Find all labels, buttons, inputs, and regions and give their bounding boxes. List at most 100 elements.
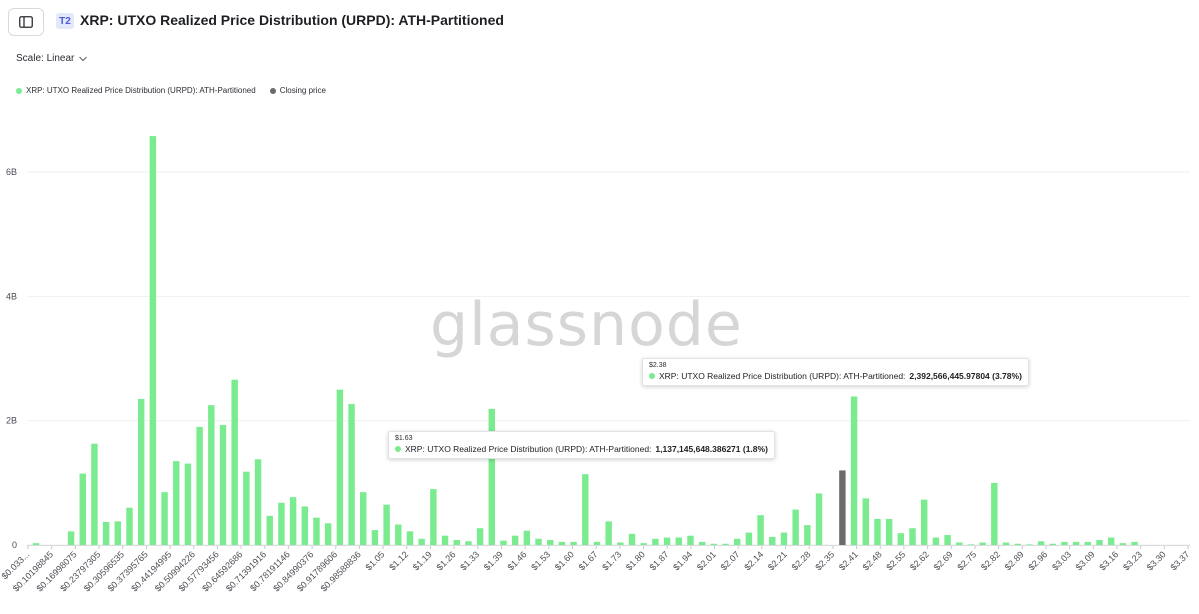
bar[interactable] (733, 538, 741, 545)
bar[interactable] (967, 544, 975, 545)
bar[interactable] (488, 408, 496, 545)
bar[interactable] (91, 443, 98, 545)
bar[interactable] (67, 531, 75, 545)
urpd-bar-chart[interactable]: 02B4B6B$0.033...$0.10198845$0.16998075$0… (0, 100, 1199, 614)
bar[interactable] (558, 541, 566, 545)
bar[interactable] (944, 535, 951, 545)
bar[interactable] (254, 459, 262, 545)
bar[interactable] (406, 531, 414, 545)
bar[interactable] (979, 542, 986, 545)
bar[interactable] (769, 536, 776, 545)
bar[interactable] (687, 535, 694, 545)
bar[interactable] (126, 507, 133, 545)
bar[interactable] (1096, 540, 1103, 545)
legend-item-urpd[interactable]: XRP: UTXO Realized Price Distribution (U… (16, 86, 256, 95)
bar[interactable] (862, 498, 869, 545)
x-tick-label: $1.80 (624, 549, 647, 572)
bar[interactable] (757, 515, 764, 545)
scale-dropdown[interactable]: Scale: Linear (16, 53, 88, 64)
bar[interactable] (652, 538, 659, 545)
legend-item-closing-price[interactable]: Closing price (269, 86, 326, 95)
bar[interactable] (1131, 541, 1138, 545)
bar[interactable] (523, 530, 531, 545)
bar[interactable] (780, 532, 788, 545)
bar[interactable] (722, 543, 729, 545)
bar[interactable] (114, 521, 122, 545)
bar[interactable] (324, 523, 332, 545)
bar[interactable] (792, 509, 799, 545)
bar[interactable] (278, 502, 285, 545)
bar[interactable] (79, 473, 86, 545)
x-tick-label: $1.19 (411, 549, 434, 572)
bar[interactable] (920, 499, 928, 545)
bar[interactable] (266, 515, 273, 545)
bar[interactable] (32, 543, 40, 545)
bar[interactable] (804, 525, 811, 545)
bar[interactable] (348, 403, 355, 545)
bar[interactable] (570, 541, 577, 545)
bar[interactable] (1049, 543, 1056, 545)
bar[interactable] (897, 533, 905, 545)
bar[interactable] (874, 518, 881, 545)
bar[interactable] (511, 535, 519, 545)
bar[interactable] (1107, 537, 1115, 545)
bar[interactable] (430, 489, 437, 545)
bar[interactable] (675, 537, 682, 545)
toggle-sidebar-button[interactable] (8, 8, 44, 36)
bar[interactable] (453, 540, 460, 545)
bar[interactable] (1119, 543, 1127, 545)
bar[interactable] (301, 506, 309, 545)
bar[interactable] (196, 426, 203, 545)
bar[interactable] (161, 492, 168, 545)
bar[interactable] (219, 425, 227, 545)
bar[interactable] (243, 471, 250, 545)
bar[interactable] (710, 543, 718, 545)
bar[interactable] (465, 541, 472, 545)
bar[interactable] (1072, 541, 1080, 545)
bar[interactable] (745, 532, 753, 545)
bar[interactable] (909, 528, 916, 545)
bar[interactable] (441, 535, 449, 545)
bar[interactable] (1026, 544, 1033, 545)
bar[interactable] (313, 517, 320, 545)
bar[interactable] (535, 538, 542, 545)
bar[interactable] (593, 541, 601, 545)
bar[interactable] (582, 474, 589, 545)
bar[interactable] (663, 537, 671, 545)
bar[interactable] (289, 497, 297, 545)
bar[interactable] (547, 540, 554, 545)
bar[interactable] (605, 521, 612, 545)
bar[interactable] (149, 136, 157, 545)
bar[interactable] (231, 379, 238, 545)
bar[interactable] (383, 504, 390, 545)
bar[interactable] (208, 405, 215, 545)
bar[interactable] (617, 542, 624, 545)
bar[interactable] (360, 492, 367, 545)
bar[interactable] (850, 396, 858, 545)
bar[interactable] (932, 537, 940, 545)
closing-price-bar[interactable] (839, 470, 846, 545)
bar[interactable] (991, 482, 998, 545)
bar[interactable] (1014, 543, 1021, 545)
bar[interactable] (395, 524, 402, 545)
bar[interactable] (184, 463, 192, 545)
bar[interactable] (371, 530, 379, 545)
bar[interactable] (1061, 541, 1068, 545)
bar[interactable] (102, 522, 110, 545)
bar[interactable] (815, 493, 823, 545)
bar[interactable] (1084, 541, 1092, 545)
bar[interactable] (1002, 542, 1010, 545)
bar[interactable] (500, 540, 507, 545)
bar[interactable] (640, 543, 647, 545)
bar[interactable] (956, 542, 963, 545)
bar[interactable] (885, 518, 893, 545)
bar[interactable] (173, 461, 180, 545)
bar[interactable] (628, 533, 636, 545)
x-tick-label: $2.89 (1003, 549, 1026, 572)
bar[interactable] (1037, 541, 1045, 545)
bar[interactable] (137, 398, 145, 545)
bar[interactable] (336, 389, 344, 545)
bar[interactable] (418, 538, 425, 545)
bar[interactable] (476, 528, 484, 545)
bar[interactable] (698, 541, 706, 545)
